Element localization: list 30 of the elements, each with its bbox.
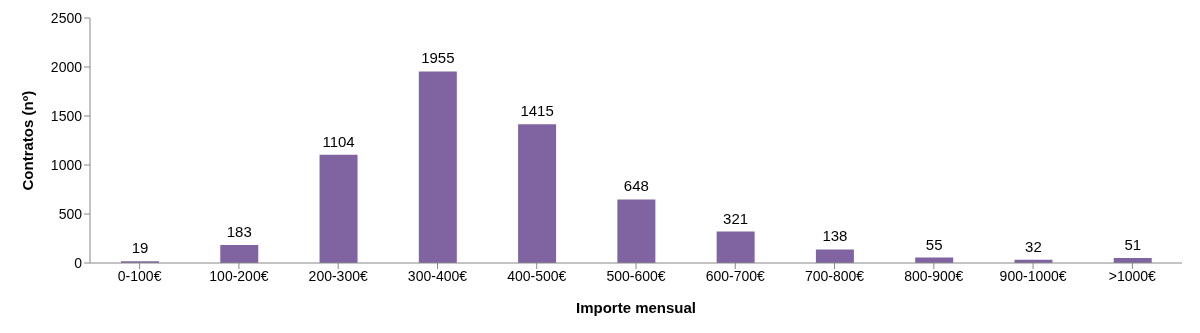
x-tick-label: 400-500€ — [507, 267, 567, 284]
x-axis-title: Importe mensual — [575, 299, 697, 316]
data-label: 321 — [723, 209, 749, 227]
data-label: 1415 — [520, 102, 554, 120]
x-tick-label: 100-200€ — [209, 267, 269, 284]
x-tick-label: 500-600€ — [606, 267, 666, 284]
data-label: 1955 — [421, 49, 455, 67]
data-label: 51 — [1124, 236, 1142, 253]
y-tick-label: 2000 — [50, 58, 83, 75]
y-tick-label: 500 — [58, 205, 83, 222]
x-tick-label: 900-1000€ — [999, 267, 1067, 284]
y-tick-label: 1000 — [50, 156, 83, 173]
x-tick-label: 700-800€ — [804, 267, 865, 284]
x-tick-label: >1000€ — [1108, 267, 1157, 284]
data-label: 183 — [226, 223, 252, 241]
x-tick-label: 200-300€ — [308, 267, 368, 284]
data-label: 138 — [822, 227, 848, 245]
y-tick-label: 0 — [74, 254, 83, 271]
y-tick-label: 2500 — [50, 9, 83, 26]
x-tick-label: 300-400€ — [407, 267, 468, 284]
data-label: 55 — [925, 235, 943, 253]
data-label: 1104 — [322, 132, 355, 150]
data-label: 32 — [1025, 237, 1042, 255]
y-axis-title: Contratos (nº) — [19, 90, 37, 191]
x-tick-label: 600-700€ — [705, 267, 766, 284]
x-tick-label: 800-900€ — [904, 267, 964, 284]
y-tick-label: 1500 — [50, 107, 83, 124]
data-label: 648 — [623, 177, 649, 195]
x-tick-label: 0-100€ — [117, 267, 162, 284]
data-label: 19 — [131, 239, 149, 257]
